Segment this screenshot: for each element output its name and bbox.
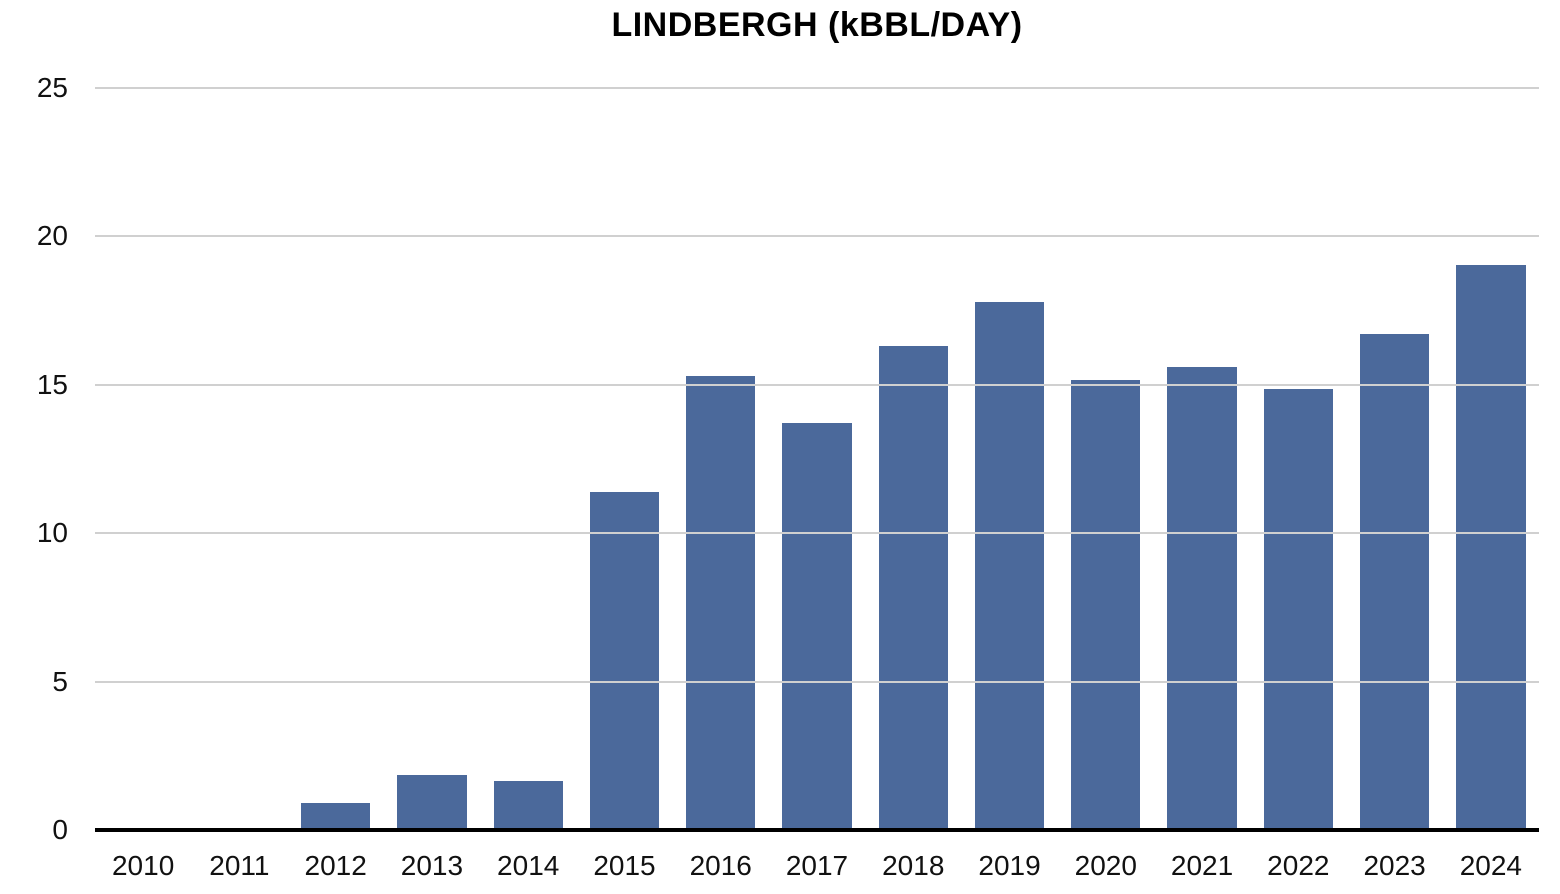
y-tick-label-25: 25 xyxy=(36,72,68,103)
bar-slot-2018 xyxy=(865,88,961,830)
bar-slot-2013 xyxy=(384,88,480,830)
bar-2012 xyxy=(301,803,371,830)
x-tick-label-2014: 2014 xyxy=(497,850,560,881)
gridline-10 xyxy=(95,532,1539,535)
bar-slot-2023 xyxy=(1346,88,1442,830)
bar-2018 xyxy=(878,346,948,830)
bar-2020 xyxy=(1071,380,1141,830)
x-tick-label-2020: 2020 xyxy=(1074,850,1137,881)
x-tick-label-2019: 2019 xyxy=(978,850,1041,881)
bar-2016 xyxy=(686,375,756,830)
gridline-25 xyxy=(95,87,1539,89)
bar-2021 xyxy=(1167,367,1237,830)
x-tick-label-2010: 2010 xyxy=(111,850,175,881)
x-tick-label-2013: 2013 xyxy=(400,850,464,881)
x-tick-label-2022: 2022 xyxy=(1267,850,1330,881)
bar-slot-2019 xyxy=(961,88,1057,830)
x-tick-label-2018: 2018 xyxy=(882,850,945,881)
x-axis-line xyxy=(95,828,1539,832)
plot-area xyxy=(95,87,1539,832)
x-tick-label-2015: 2015 xyxy=(593,850,656,881)
gridline-15 xyxy=(95,383,1539,386)
bar-slot-2020 xyxy=(1058,88,1154,830)
bar-slot-2010 xyxy=(95,88,191,830)
bar-2013 xyxy=(397,775,467,830)
bar-2023 xyxy=(1359,334,1430,830)
y-tick-label-5: 5 xyxy=(52,665,68,697)
bar-series xyxy=(95,88,1539,830)
bar-2022 xyxy=(1263,389,1333,830)
chart-title: LINDBERGH (kBBL/DAY) xyxy=(611,6,1023,44)
x-tick-label-2021: 2021 xyxy=(1170,850,1234,881)
y-tick-label-0: 0 xyxy=(52,814,68,845)
y-tick-label-10: 10 xyxy=(36,517,68,549)
x-tick-label-2024: 2024 xyxy=(1459,850,1522,881)
bar-slot-2021 xyxy=(1154,88,1250,830)
bar-slot-2022 xyxy=(1250,88,1346,830)
x-tick-label-2023: 2023 xyxy=(1363,850,1426,881)
bar-slot-2012 xyxy=(288,88,384,830)
x-axis: 2010 2011 2012 2013 2014 2015 2016 2017 2018 2019… xyxy=(95,846,1539,886)
bar-2017 xyxy=(782,423,852,830)
bar-2015 xyxy=(589,491,660,830)
x-tick-label-2012: 2012 xyxy=(304,850,367,881)
x-tick-label-2011: 2011 xyxy=(209,850,270,881)
bar-slot-2015 xyxy=(576,88,672,830)
bar-slot-2016 xyxy=(673,88,769,830)
bar-2014 xyxy=(493,781,563,830)
bar-2024 xyxy=(1456,264,1526,830)
y-tick-label-20: 20 xyxy=(36,220,68,252)
bar-2019 xyxy=(974,301,1045,830)
x-tick-label-2017: 2017 xyxy=(785,850,849,881)
bar-slot-2024 xyxy=(1443,88,1539,830)
gridline-5 xyxy=(95,680,1539,683)
x-tick-label-2016: 2016 xyxy=(689,850,752,881)
bar-slot-2017 xyxy=(769,88,865,830)
bar-slot-2014 xyxy=(480,88,576,830)
bar-slot-2011 xyxy=(191,88,287,830)
y-axis: 0 5 10 15 20 25 xyxy=(0,0,68,894)
y-tick-label-15: 15 xyxy=(36,368,68,400)
gridline-20 xyxy=(95,235,1539,238)
